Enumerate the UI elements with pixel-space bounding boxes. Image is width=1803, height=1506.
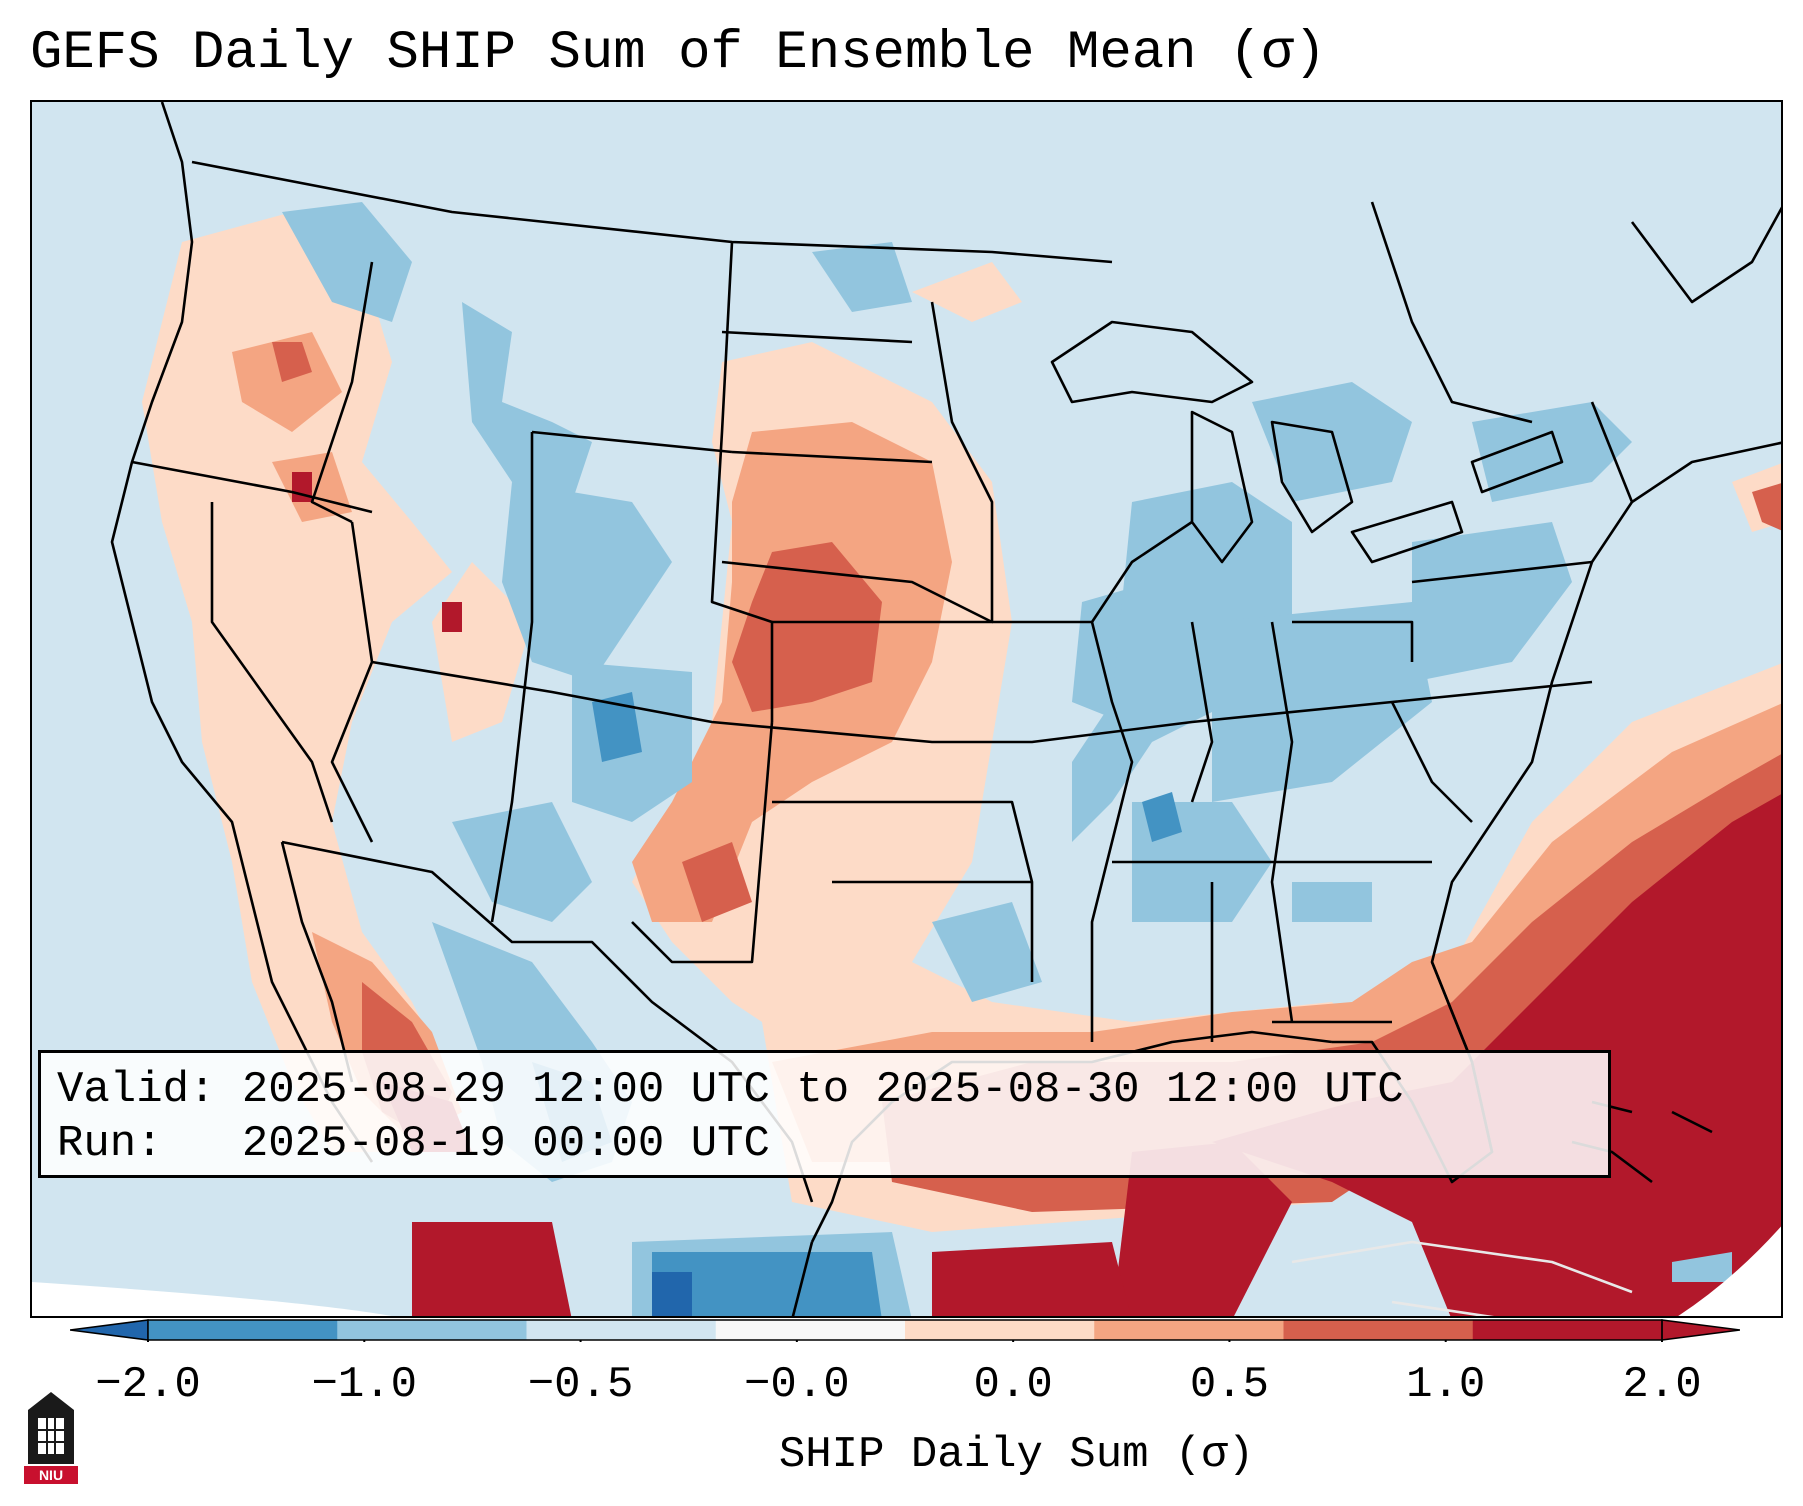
colorbar-under-extension [70,1319,149,1341]
validity-info-box: Valid: 2025-08-29 12:00 UTC to 2025-08-3… [38,1050,1611,1178]
map-title: GEFS Daily SHIP Sum of Ensemble Mean (σ) [30,23,1327,84]
colorbar-tick-label: 0.5 [1189,1360,1270,1410]
run-value: 2025-08-19 00:00 UTC [241,1119,770,1169]
niu-logo-text: NIU [39,1467,63,1483]
valid-value: 2025-08-29 12:00 UTC to 2025-08-30 12:00… [241,1065,1404,1115]
projection-edge-right [1678,1226,1781,1316]
colorbar-segment [715,1320,906,1340]
colorbar-segment [1472,1320,1663,1340]
colorbar-tick-label: 2.0 [1622,1360,1702,1410]
colorbar-segment [905,1320,1095,1340]
run-label: Run: [57,1119,163,1169]
anomaly-extreme-negative [652,1272,692,1316]
colorbar-tick-label: −0.0 [744,1360,850,1410]
colorbar-tick-label: 1.0 [1406,1360,1486,1410]
colorbar-segment [1094,1320,1284,1340]
colorbar-outline [147,1319,1663,1341]
colorbar-tick-label: −0.5 [527,1360,634,1410]
niu-logo: NIU [24,1392,78,1484]
run-line: Run: 2025-08-19 00:00 UTC [57,1117,1592,1171]
valid-line: Valid: 2025-08-29 12:00 UTC to 2025-08-3… [57,1063,1592,1117]
colorbar-segments [147,1320,1663,1342]
valid-label: Valid: [57,1065,216,1115]
colorbar-tick-label: 0.0 [973,1360,1053,1410]
projection-edge [32,1282,392,1316]
map-boundaries [110,102,1781,1316]
colorbar-label: SHIP Daily Sum (σ) [778,1430,1255,1480]
colorbar-segment [1283,1320,1474,1340]
colorbar-over-extension [1661,1319,1740,1341]
colorbar-segment [526,1320,717,1340]
colorbar-segment [148,1320,338,1340]
colorbar-segment [337,1320,527,1340]
colorbar-tick-label: −1.0 [311,1360,418,1410]
colorbar [70,1319,1740,1342]
colorbar-tick-label: −2.0 [95,1360,201,1410]
